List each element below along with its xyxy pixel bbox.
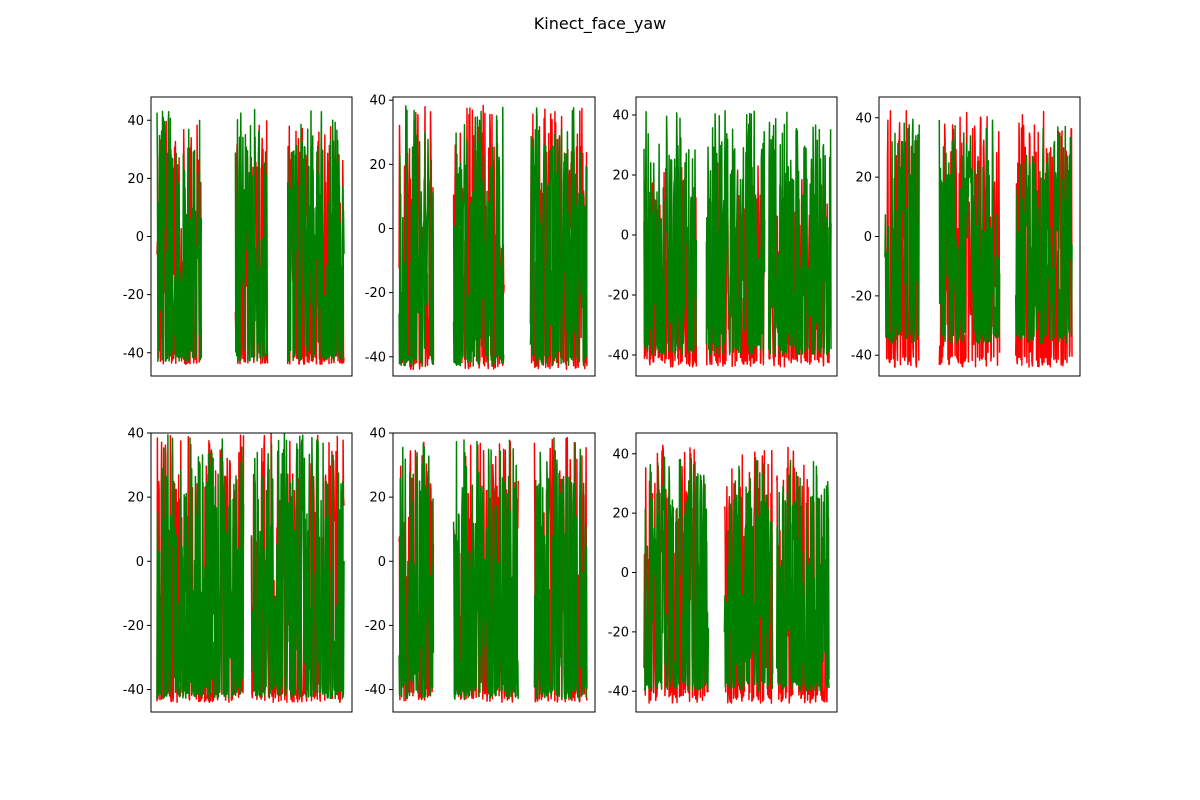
series-line-green bbox=[398, 437, 588, 700]
y-tick-label: 20 bbox=[369, 158, 386, 173]
series-line-green bbox=[643, 456, 830, 692]
subplot-5: -40 -20 0 20 40 bbox=[123, 427, 353, 713]
subplot-3: -40 -20 0 20 40 bbox=[608, 96, 838, 377]
figure-title: Kinect_face_yaw bbox=[533, 14, 667, 33]
subplot-7: -40 -20 0 20 40 bbox=[608, 432, 838, 713]
y-tick-label: 0 bbox=[621, 566, 629, 581]
y-tick-label: -20 bbox=[608, 289, 629, 304]
y-tick-label: 20 bbox=[855, 171, 872, 186]
y-tick-label: -40 bbox=[365, 683, 386, 698]
plot-area-4 bbox=[884, 110, 1073, 368]
y-tick-label: 20 bbox=[612, 169, 629, 184]
axes-frame bbox=[150, 432, 353, 713]
y-tick-label: -20 bbox=[365, 286, 386, 301]
y-tick-label: 0 bbox=[136, 230, 144, 245]
y-tick-label: -20 bbox=[365, 619, 386, 634]
y-tick-label: -40 bbox=[123, 683, 144, 698]
series-line-green bbox=[398, 105, 588, 368]
y-tick-label: 20 bbox=[369, 491, 386, 506]
plot-area-6 bbox=[398, 436, 588, 703]
y-tick-label: 0 bbox=[136, 555, 144, 570]
y-tick-label: 0 bbox=[378, 222, 386, 237]
subplot-2: -40 -20 0 20 40 bbox=[365, 94, 596, 377]
y-tick-label: -20 bbox=[608, 625, 629, 640]
y-tick-label: 40 bbox=[612, 447, 629, 462]
y-tick-label: 40 bbox=[612, 109, 629, 124]
series-line-green bbox=[156, 433, 345, 700]
plot-area-5 bbox=[156, 433, 345, 704]
plot-area-1 bbox=[156, 108, 345, 366]
axes-frame bbox=[392, 96, 596, 377]
plot-area-3 bbox=[643, 110, 832, 368]
plot-area-7 bbox=[643, 444, 830, 704]
y-tick-label: -40 bbox=[608, 685, 629, 700]
y-tick-label: -40 bbox=[608, 349, 629, 364]
y-tick-label: -20 bbox=[123, 619, 144, 634]
plot-area-2 bbox=[398, 104, 588, 371]
y-tick-label: 20 bbox=[612, 507, 629, 522]
y-tick-label: 40 bbox=[369, 94, 386, 109]
y-tick-label: 0 bbox=[378, 555, 386, 570]
y-tick-label: -40 bbox=[123, 346, 144, 361]
y-tick-label: -20 bbox=[123, 288, 144, 303]
y-tick-label: -20 bbox=[851, 289, 872, 304]
axes-frame bbox=[635, 96, 838, 377]
y-tick-label: 40 bbox=[855, 111, 872, 126]
y-tick-label: 40 bbox=[127, 114, 144, 129]
axes-frame bbox=[392, 432, 596, 713]
y-tick-label: 20 bbox=[127, 491, 144, 506]
y-tick-label: -40 bbox=[851, 349, 872, 364]
series-line-green bbox=[156, 108, 345, 363]
y-tick-label: 40 bbox=[127, 427, 144, 442]
subplot-4: -40 -20 0 20 40 bbox=[851, 96, 1081, 377]
series-line-green bbox=[884, 118, 1073, 345]
series-line-green bbox=[643, 110, 832, 356]
y-tick-label: 40 bbox=[369, 427, 386, 442]
y-tick-label: 0 bbox=[621, 229, 629, 244]
subplot-1: -40 -20 0 20 40 bbox=[123, 96, 353, 377]
y-tick-label: 20 bbox=[127, 172, 144, 187]
y-tick-label: -40 bbox=[365, 350, 386, 365]
y-tick-label: 0 bbox=[864, 230, 872, 245]
subplot-6: -40 -20 0 20 40 bbox=[365, 427, 596, 713]
